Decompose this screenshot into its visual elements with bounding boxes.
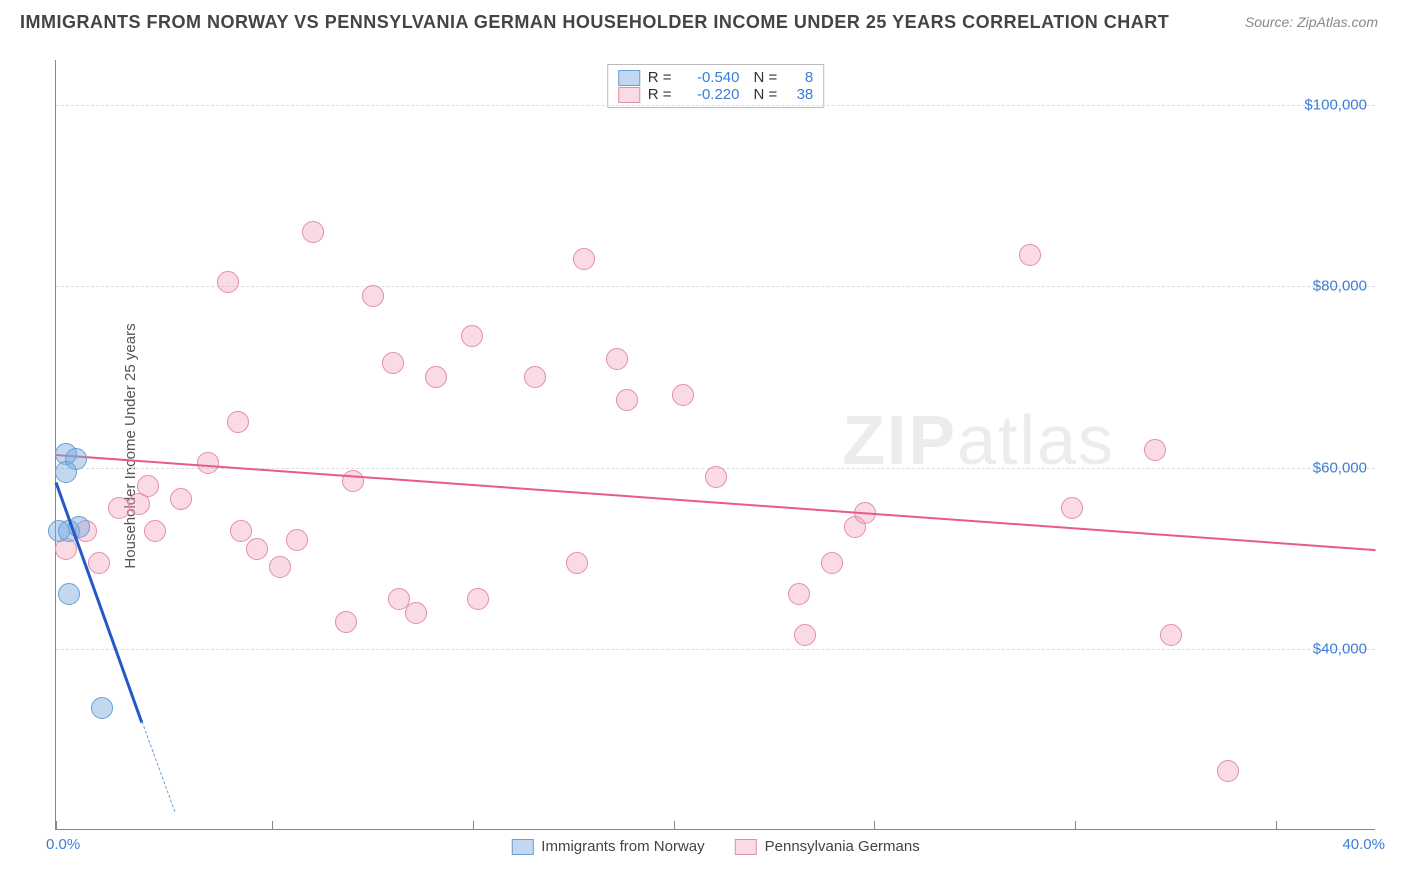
series-legend: Immigrants from Norway Pennsylvania Germ… [511,838,919,855]
y-tick-label: $80,000 [1313,278,1367,295]
y-tick-label: $100,000 [1304,97,1367,114]
data-point-pink [286,529,308,551]
x-tick [674,821,675,829]
data-point-pink [128,493,150,515]
x-tick [56,821,57,829]
data-point-pink [1019,244,1041,266]
data-point-pink [672,384,694,406]
data-point-pink [217,271,239,293]
data-point-pink [821,552,843,574]
data-point-pink [362,285,384,307]
y-tick-label: $40,000 [1313,640,1367,657]
data-point-pink [382,352,404,374]
swatch-pink [618,87,640,103]
data-point-pink [108,497,130,519]
gridline [56,105,1375,106]
swatch-pink [735,839,757,855]
x-axis-min: 0.0% [46,836,80,853]
x-tick [874,821,875,829]
data-point-pink [246,538,268,560]
data-point-pink [269,556,291,578]
data-point-pink [705,466,727,488]
data-point-pink [616,389,638,411]
plot-area: ZIPatlas R =-0.540 N =8 R =-0.220 N =38 … [55,60,1375,830]
x-tick [272,821,273,829]
y-tick-label: $60,000 [1313,459,1367,476]
correlation-legend: R =-0.540 N =8 R =-0.220 N =38 [607,64,825,108]
data-point-pink [467,588,489,610]
gridline [56,286,1375,287]
data-point-pink [1160,624,1182,646]
x-axis-max: 40.0% [1342,836,1385,853]
legend-item-blue: Immigrants from Norway [511,838,704,855]
data-point-pink [230,520,252,542]
data-point-pink [227,411,249,433]
swatch-blue [511,839,533,855]
x-tick [1075,821,1076,829]
x-tick [1276,821,1277,829]
data-point-pink [144,520,166,542]
data-point-pink [405,602,427,624]
data-point-pink [524,366,546,388]
data-point-blue [58,583,80,605]
data-point-pink [302,221,324,243]
data-point-pink [461,325,483,347]
gridline [56,649,1375,650]
chart-title: IMMIGRANTS FROM NORWAY VS PENNSYLVANIA G… [20,12,1169,33]
swatch-blue [618,70,640,86]
data-point-pink [1144,439,1166,461]
data-point-pink [1217,760,1239,782]
data-point-pink [197,452,219,474]
data-point-pink [794,624,816,646]
data-point-pink [573,248,595,270]
data-point-pink [425,366,447,388]
legend-row-blue: R =-0.540 N =8 [618,69,814,86]
data-point-blue [91,697,113,719]
legend-item-pink: Pennsylvania Germans [735,838,920,855]
data-point-pink [788,583,810,605]
data-point-pink [88,552,110,574]
legend-row-pink: R =-0.220 N =38 [618,86,814,103]
data-point-pink [335,611,357,633]
data-point-pink [170,488,192,510]
trend-line [141,722,175,813]
data-point-pink [566,552,588,574]
x-tick [473,821,474,829]
data-point-pink [1061,497,1083,519]
source-label: Source: ZipAtlas.com [1245,14,1378,30]
data-point-blue [55,461,77,483]
data-point-pink [342,470,364,492]
data-point-pink [606,348,628,370]
